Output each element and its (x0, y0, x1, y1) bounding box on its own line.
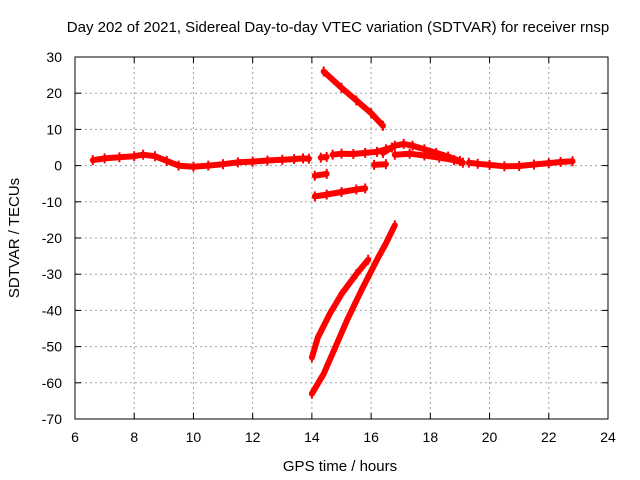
x-tick-label: 8 (130, 429, 138, 445)
x-axis-label: GPS time / hours (283, 458, 397, 475)
chart-title: Day 202 of 2021, Sidereal Day-to-day VTE… (67, 19, 609, 36)
x-tick-label: 14 (304, 429, 320, 445)
y-tick-label: 10 (46, 121, 62, 137)
y-tick-label: -20 (42, 230, 62, 246)
x-tick-label: 24 (600, 429, 616, 445)
y-tick-label: -40 (42, 302, 62, 318)
y-tick-label: 20 (46, 85, 62, 101)
x-tick-label: 12 (245, 429, 261, 445)
plot-frame (74, 56, 609, 420)
y-axis-label: SDTVAR / TECUs (6, 178, 23, 298)
y-tick-label: -10 (42, 194, 62, 210)
series-arc-descending (320, 68, 386, 129)
y-tick-label: -70 (42, 411, 62, 427)
x-tick-label: 20 (482, 429, 498, 445)
y-tick-label: -30 (42, 266, 62, 282)
series-arc-near-zero (371, 161, 389, 168)
y-tick-label: 0 (54, 158, 62, 174)
series-arc-small-neg (311, 170, 330, 179)
series-arc-baseline-1 (89, 151, 312, 170)
x-tick-label: 16 (363, 429, 379, 445)
grid-layer (75, 57, 608, 419)
x-tick-label: 22 (541, 429, 557, 445)
y-tick-label: 30 (46, 49, 62, 65)
tick-layer: 6 8 10 12 14 16 18 20 22 24 30 20 10 0 -10 -20 -30 -40 -50… (42, 49, 616, 445)
y-tick-label: -60 (42, 375, 62, 391)
x-tick-label: 18 (423, 429, 439, 445)
series-layer (89, 66, 576, 399)
y-tick-label: -50 (42, 339, 62, 355)
x-tick-label: 10 (186, 429, 202, 445)
series-arc-hump-lower (391, 150, 466, 166)
series-arc-rising-2 (308, 222, 398, 397)
series-arc-neg-8 (311, 185, 369, 200)
x-tick-label: 6 (71, 429, 79, 445)
